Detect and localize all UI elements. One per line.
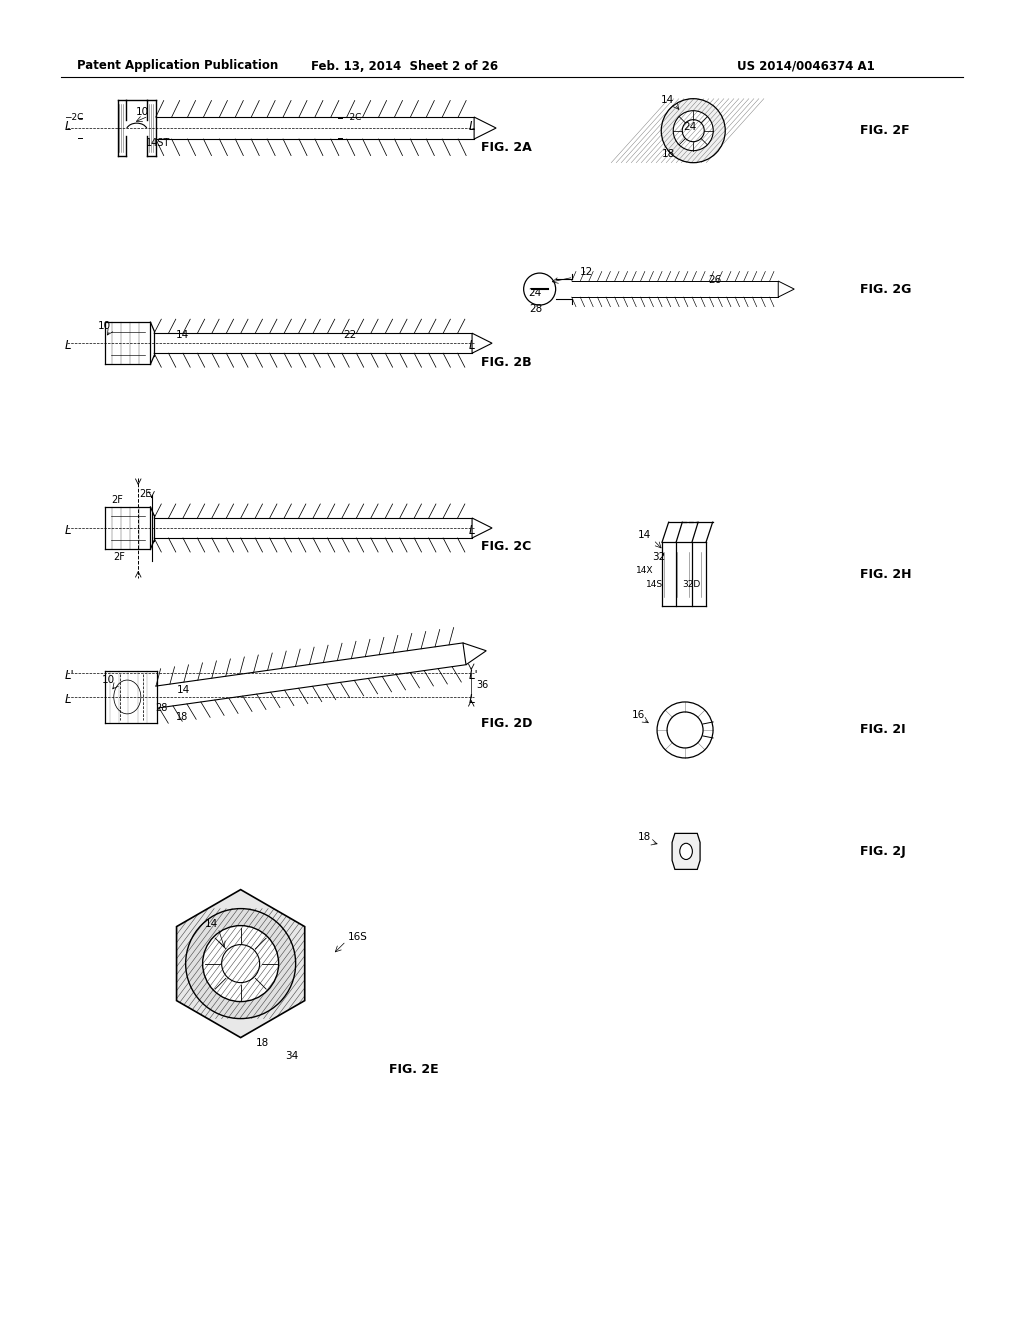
Text: 24: 24 (683, 121, 696, 132)
Text: FIG. 2J: FIG. 2J (860, 845, 906, 858)
Text: 18: 18 (662, 149, 675, 160)
Ellipse shape (680, 843, 692, 859)
Circle shape (662, 99, 725, 162)
Text: 18: 18 (256, 1038, 269, 1048)
Text: 14: 14 (176, 330, 189, 341)
Text: L: L (469, 120, 475, 132)
Text: 14: 14 (660, 95, 674, 106)
Text: FIG. 2H: FIG. 2H (860, 568, 911, 581)
Text: 18: 18 (638, 832, 651, 842)
Text: Patent Application Publication: Patent Application Publication (77, 59, 279, 73)
Text: 14: 14 (205, 919, 218, 929)
Text: 34: 34 (285, 1051, 298, 1061)
Text: L: L (65, 120, 71, 132)
Text: 22: 22 (343, 330, 356, 341)
Text: 2E: 2E (139, 488, 152, 499)
Circle shape (203, 925, 279, 1002)
Text: 2F: 2F (111, 495, 123, 506)
Text: FIG. 2A: FIG. 2A (481, 141, 532, 154)
Polygon shape (176, 890, 305, 1038)
Polygon shape (472, 517, 493, 539)
Text: 16S: 16S (348, 932, 368, 942)
Text: FIG. 2D: FIG. 2D (481, 717, 532, 730)
Text: L: L (65, 693, 71, 706)
Circle shape (673, 111, 714, 150)
Text: 26: 26 (709, 275, 722, 285)
Text: L: L (65, 524, 71, 537)
Text: 10: 10 (98, 321, 112, 331)
Text: US 2014/0046374 A1: US 2014/0046374 A1 (737, 59, 876, 73)
Text: FIG. 2I: FIG. 2I (860, 723, 906, 737)
Circle shape (185, 908, 296, 1019)
Text: 14X: 14X (636, 566, 653, 574)
Text: FIG. 2F: FIG. 2F (860, 124, 909, 137)
Text: L: L (469, 339, 475, 352)
Text: L': L' (65, 669, 75, 682)
Text: 32: 32 (652, 552, 666, 562)
Text: 16: 16 (632, 710, 645, 721)
Text: 24: 24 (528, 288, 542, 298)
Text: FIG. 2E: FIG. 2E (389, 1063, 438, 1076)
Text: L: L (469, 524, 475, 537)
Circle shape (523, 273, 556, 305)
Text: 36: 36 (476, 680, 488, 690)
Text: 10: 10 (136, 107, 150, 117)
Text: FIG. 2G: FIG. 2G (860, 282, 911, 296)
Text: Feb. 13, 2014  Sheet 2 of 26: Feb. 13, 2014 Sheet 2 of 26 (311, 59, 498, 73)
Text: 12: 12 (580, 267, 593, 277)
Text: L: L (65, 339, 71, 352)
Text: 28: 28 (529, 304, 543, 314)
Text: FIG. 2B: FIG. 2B (481, 356, 531, 370)
Polygon shape (474, 117, 496, 139)
Text: 2F: 2F (113, 552, 125, 562)
Polygon shape (472, 333, 493, 354)
Text: 14S: 14S (646, 581, 664, 589)
Text: 18: 18 (176, 711, 188, 722)
Circle shape (682, 120, 705, 141)
Text: L': L' (469, 669, 479, 682)
Text: 32D: 32D (682, 581, 700, 589)
Text: −2C: −2C (342, 114, 361, 121)
Text: 14: 14 (177, 685, 190, 696)
Text: 14: 14 (638, 529, 651, 540)
Text: 14ST: 14ST (146, 137, 171, 148)
Text: FIG. 2C: FIG. 2C (481, 540, 531, 553)
Polygon shape (778, 281, 795, 297)
Text: 28: 28 (156, 702, 168, 713)
Text: −2C: −2C (65, 114, 84, 121)
Text: 10: 10 (101, 675, 115, 685)
Polygon shape (672, 833, 700, 870)
Polygon shape (463, 643, 486, 665)
Text: L: L (469, 693, 475, 706)
